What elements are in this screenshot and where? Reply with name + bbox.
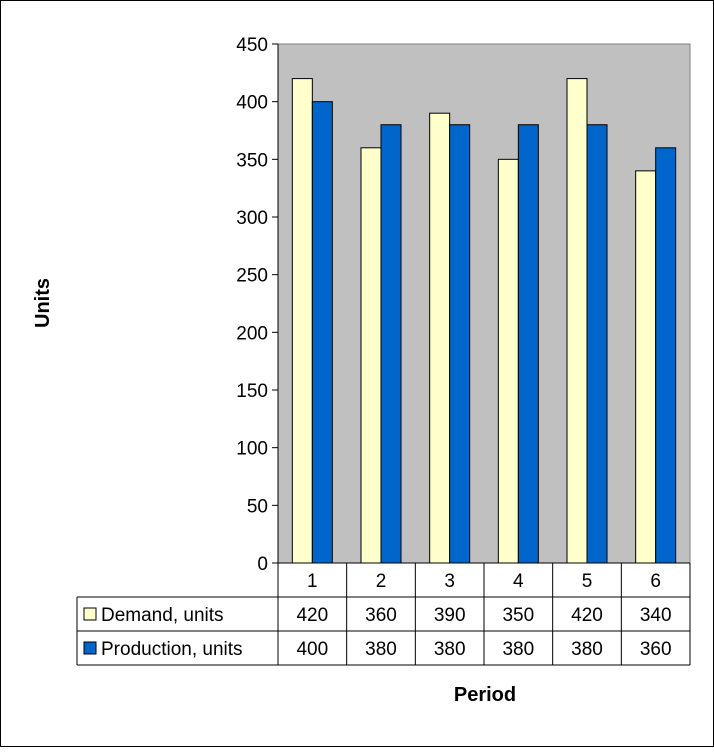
- data-value: 350: [502, 605, 534, 626]
- data-value: 390: [434, 605, 466, 626]
- category-label: 5: [582, 571, 593, 592]
- y-tick-label: 100: [236, 439, 268, 460]
- bar-demand-6: [635, 170, 657, 564]
- category-label: 2: [376, 571, 387, 592]
- y-tick-label: 0: [257, 554, 268, 575]
- legend-key: [83, 607, 97, 621]
- bar-demand-2: [360, 147, 382, 564]
- y-tick-label: 50: [247, 496, 268, 517]
- y-tick-label: 150: [236, 381, 268, 402]
- legend-key: [83, 641, 97, 655]
- data-table: 1 2 3 4 5 6 Demand, units 420 360 390 350 420 340 Pro…: [76, 562, 691, 666]
- category-label: 6: [650, 571, 661, 592]
- bar-production-4: [517, 124, 539, 564]
- category-label: 1: [307, 571, 318, 592]
- legend-label: Demand, units: [101, 605, 224, 626]
- y-tick-label: 200: [236, 323, 268, 344]
- bar-demand-4: [497, 158, 519, 564]
- data-value: 360: [365, 605, 397, 626]
- plot-area: [277, 43, 691, 564]
- bars-group: [291, 78, 677, 564]
- data-value: 380: [365, 639, 397, 660]
- y-axis: 0 50 100 150 200 250 300 350 400 450: [236, 35, 279, 575]
- data-value: 420: [571, 605, 603, 626]
- data-value: 380: [434, 639, 466, 660]
- y-tick-label: 250: [236, 266, 268, 287]
- data-value: 420: [296, 605, 328, 626]
- y-tick-label: 350: [236, 150, 268, 171]
- bar-production-1: [311, 101, 333, 564]
- data-value: 380: [571, 639, 603, 660]
- data-value: 360: [640, 639, 672, 660]
- category-label: 4: [513, 571, 524, 592]
- bar-demand-5: [566, 78, 588, 564]
- data-value: 340: [640, 605, 672, 626]
- data-value: 380: [502, 639, 534, 660]
- legend-label: Production, units: [101, 639, 243, 660]
- bar-production-6: [655, 147, 677, 564]
- bar-production-3: [449, 124, 471, 564]
- category-label: 3: [444, 571, 455, 592]
- y-axis-title: Units: [32, 278, 54, 328]
- bar-production-5: [586, 124, 608, 564]
- bar-production-2: [380, 124, 402, 564]
- bar-demand-1: [291, 78, 313, 564]
- data-value: 400: [296, 639, 328, 660]
- y-tick-label: 450: [236, 35, 268, 56]
- bar-demand-3: [429, 112, 451, 564]
- y-tick-label: 300: [236, 208, 268, 229]
- x-axis-title: Period: [454, 684, 516, 706]
- y-tick-label: 400: [236, 93, 268, 114]
